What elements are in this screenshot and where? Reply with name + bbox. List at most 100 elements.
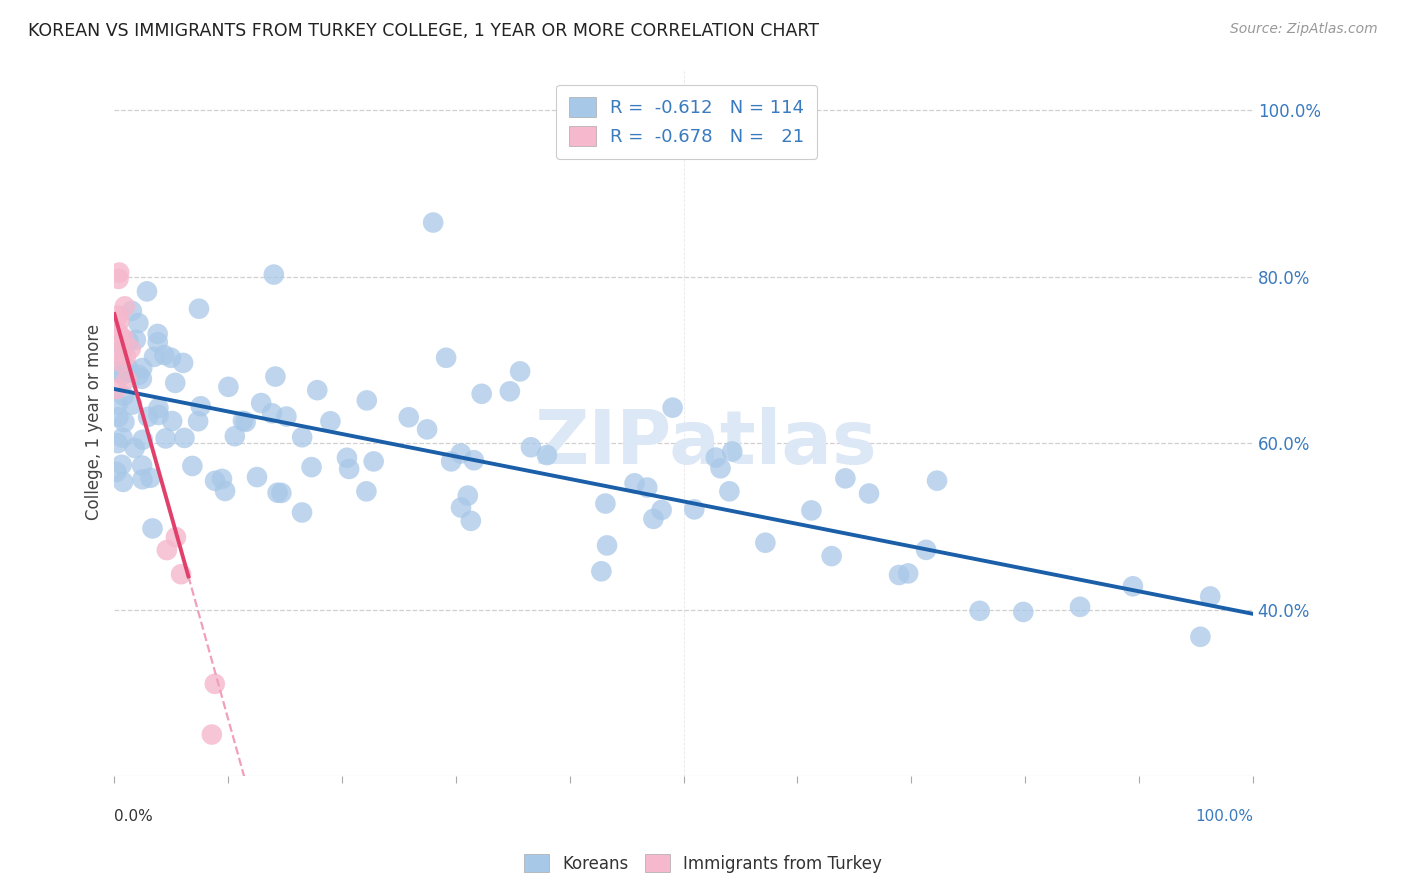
Point xyxy=(132,433,155,447)
Point xyxy=(595,497,617,511)
Point xyxy=(121,398,143,412)
Point xyxy=(148,401,170,416)
Point xyxy=(131,372,153,386)
Point xyxy=(112,331,135,345)
Point xyxy=(661,401,683,415)
Point xyxy=(124,441,146,455)
Point xyxy=(887,568,910,582)
Point xyxy=(925,474,948,488)
Point xyxy=(108,348,131,362)
Point xyxy=(127,316,149,330)
Point xyxy=(263,268,285,282)
Point xyxy=(112,475,135,489)
Point xyxy=(520,440,543,454)
Point xyxy=(1012,605,1035,619)
Point xyxy=(969,604,991,618)
Point xyxy=(721,444,744,458)
Point xyxy=(1069,599,1091,614)
Point xyxy=(718,484,741,499)
Point xyxy=(107,309,129,323)
Point xyxy=(107,365,129,379)
Point xyxy=(266,485,288,500)
Point xyxy=(301,460,323,475)
Point xyxy=(188,301,211,316)
Point xyxy=(356,393,378,408)
Point xyxy=(499,384,522,399)
Point xyxy=(107,272,129,286)
Point xyxy=(246,470,269,484)
Point xyxy=(153,348,176,362)
Point xyxy=(131,458,153,473)
Point xyxy=(591,564,613,578)
Point xyxy=(160,351,183,365)
Point xyxy=(204,677,226,691)
Point xyxy=(820,549,842,563)
Point xyxy=(108,334,131,348)
Point xyxy=(170,567,193,582)
Point xyxy=(450,446,472,460)
Point xyxy=(457,489,479,503)
Point xyxy=(139,471,162,485)
Point xyxy=(172,356,194,370)
Point xyxy=(398,410,420,425)
Point xyxy=(187,414,209,428)
Point xyxy=(643,512,665,526)
Point xyxy=(211,472,233,486)
Point xyxy=(146,326,169,341)
Point xyxy=(131,361,153,376)
Point xyxy=(235,415,257,429)
Point xyxy=(291,430,314,444)
Point xyxy=(319,414,342,428)
Point xyxy=(1199,590,1222,604)
Point xyxy=(363,454,385,468)
Point xyxy=(107,326,129,340)
Point xyxy=(112,342,135,356)
Point xyxy=(336,450,359,465)
Point xyxy=(111,368,134,382)
Point xyxy=(250,396,273,410)
Point xyxy=(460,514,482,528)
Point xyxy=(125,333,148,347)
Point xyxy=(107,398,129,412)
Point xyxy=(173,431,195,445)
Point xyxy=(416,422,439,436)
Point xyxy=(623,476,645,491)
Point xyxy=(270,486,292,500)
Point xyxy=(264,369,287,384)
Point xyxy=(651,503,673,517)
Legend: Koreans, Immigrants from Turkey: Koreans, Immigrants from Turkey xyxy=(517,847,889,880)
Point xyxy=(146,335,169,350)
Point xyxy=(105,465,128,479)
Point xyxy=(214,483,236,498)
Point xyxy=(117,361,139,376)
Point xyxy=(117,334,139,349)
Point xyxy=(107,410,129,425)
Y-axis label: College, 1 year or more: College, 1 year or more xyxy=(86,325,103,520)
Text: 100.0%: 100.0% xyxy=(1195,809,1253,824)
Point xyxy=(450,500,472,515)
Point xyxy=(165,530,187,544)
Point xyxy=(148,408,170,422)
Point xyxy=(800,503,823,517)
Point xyxy=(141,521,163,535)
Point xyxy=(276,409,298,424)
Point xyxy=(232,414,254,428)
Point xyxy=(704,450,727,465)
Point xyxy=(107,436,129,450)
Point xyxy=(204,474,226,488)
Point xyxy=(155,431,177,445)
Point xyxy=(143,350,166,364)
Point xyxy=(307,383,329,397)
Point xyxy=(217,380,239,394)
Point xyxy=(709,461,731,475)
Point xyxy=(112,415,135,429)
Legend: R =  -0.612   N = 114, R =  -0.678   N =   21: R = -0.612 N = 114, R = -0.678 N = 21 xyxy=(555,85,817,159)
Point xyxy=(105,324,128,338)
Point xyxy=(596,538,619,552)
Point xyxy=(1122,579,1144,593)
Point xyxy=(111,431,134,445)
Point xyxy=(356,484,378,499)
Text: ZIPatlas: ZIPatlas xyxy=(536,407,877,480)
Point xyxy=(260,406,283,420)
Point xyxy=(636,481,658,495)
